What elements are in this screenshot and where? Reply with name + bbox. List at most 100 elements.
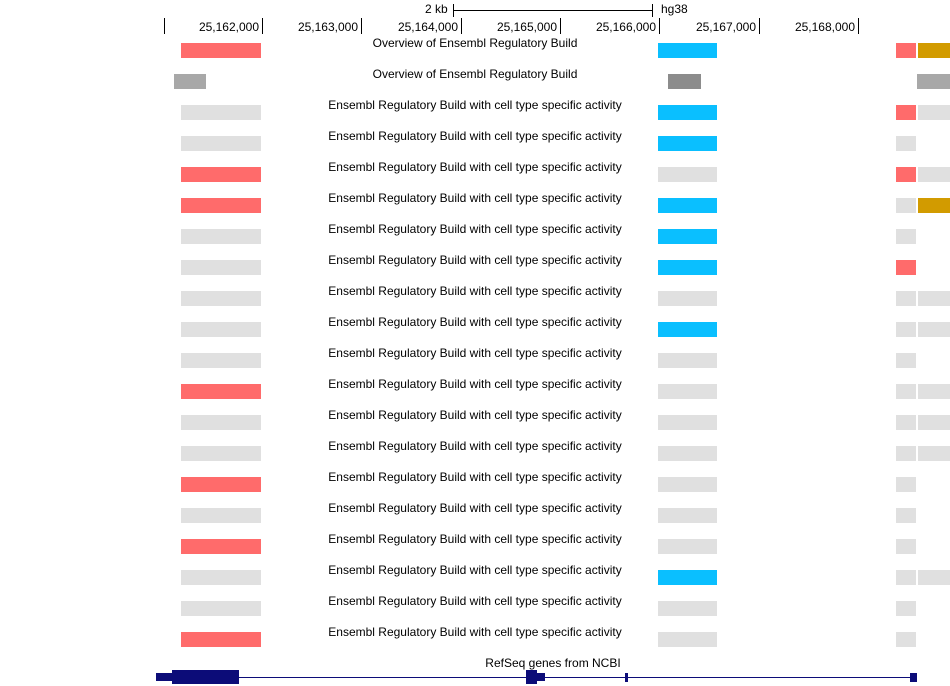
regulatory-feature-blue[interactable] — [658, 43, 717, 58]
ruler-tick-label: 25,168,000 — [794, 20, 855, 34]
track-label: Ensembl Regulatory Build with cell type … — [328, 191, 622, 205]
gene-exon[interactable] — [910, 673, 917, 682]
regulatory-feature-lightgray[interactable] — [181, 229, 261, 244]
scale-bar — [453, 10, 652, 11]
ruler-tick — [560, 18, 561, 34]
regulatory-feature-blue[interactable] — [658, 198, 717, 213]
scale-bar-left-end — [453, 4, 454, 17]
regulatory-feature-lightgray[interactable] — [658, 539, 717, 554]
regulatory-feature-blue[interactable] — [658, 105, 717, 120]
gene-exon[interactable] — [156, 673, 172, 681]
regulatory-feature-blue[interactable] — [658, 260, 717, 275]
regulatory-feature-red[interactable] — [181, 539, 261, 554]
regulatory-feature-lightgray[interactable] — [918, 105, 950, 120]
track-label: Ensembl Regulatory Build with cell type … — [328, 408, 622, 422]
regulatory-feature-lightgray[interactable] — [918, 415, 950, 430]
regulatory-feature-lightgray[interactable] — [181, 322, 261, 337]
regulatory-feature-lightgray[interactable] — [896, 136, 916, 151]
regulatory-feature-blue[interactable] — [658, 229, 717, 244]
regulatory-feature-red[interactable] — [896, 167, 916, 182]
regulatory-feature-red[interactable] — [896, 260, 916, 275]
regulatory-feature-lightgray[interactable] — [181, 415, 261, 430]
regulatory-feature-lightgray[interactable] — [896, 322, 916, 337]
gene-exon[interactable] — [625, 673, 628, 682]
regulatory-feature-lightgray[interactable] — [658, 353, 717, 368]
regulatory-feature-lightgray[interactable] — [658, 291, 717, 306]
regulatory-feature-lightgray[interactable] — [896, 477, 916, 492]
regulatory-feature-red[interactable] — [896, 105, 916, 120]
regulatory-feature-lightgray[interactable] — [181, 446, 261, 461]
regulatory-feature-lightgray[interactable] — [896, 601, 916, 616]
regulatory-feature-lightgray[interactable] — [896, 446, 916, 461]
regulatory-feature-blue[interactable] — [658, 136, 717, 151]
regulatory-feature-red[interactable] — [181, 198, 261, 213]
regulatory-feature-gold[interactable] — [918, 198, 950, 213]
regulatory-feature-red[interactable] — [896, 43, 916, 58]
regulatory-feature-lightgray[interactable] — [896, 539, 916, 554]
regulatory-feature-lightgray[interactable] — [918, 570, 950, 585]
regulatory-feature-lightgray[interactable] — [918, 291, 950, 306]
regulatory-feature-blue[interactable] — [658, 322, 717, 337]
regulatory-feature-lightgray[interactable] — [896, 291, 916, 306]
regulatory-feature-lightgray[interactable] — [658, 632, 717, 647]
regulatory-feature-lightgray[interactable] — [181, 570, 261, 585]
gene-exon[interactable] — [172, 670, 239, 684]
regulatory-feature-lightgray[interactable] — [918, 167, 950, 182]
regulatory-feature-lightgray[interactable] — [181, 353, 261, 368]
regulatory-feature-lightgray[interactable] — [918, 446, 950, 461]
regulatory-feature-red[interactable] — [181, 477, 261, 492]
track-label: Ensembl Regulatory Build with cell type … — [328, 315, 622, 329]
regulatory-feature-darkgray[interactable] — [668, 74, 701, 89]
regulatory-feature-lightgray[interactable] — [181, 601, 261, 616]
track-label: Ensembl Regulatory Build with cell type … — [328, 253, 622, 267]
regulatory-feature-lightgray[interactable] — [896, 353, 916, 368]
regulatory-feature-lightgray[interactable] — [181, 136, 261, 151]
ruler-tick-label: 25,167,000 — [695, 20, 756, 34]
track-label: Overview of Ensembl Regulatory Build — [372, 36, 578, 50]
track-label: Ensembl Regulatory Build with cell type … — [328, 594, 622, 608]
gene-exon[interactable] — [537, 673, 545, 681]
regulatory-feature-lightgray[interactable] — [658, 415, 717, 430]
regulatory-feature-lightgray[interactable] — [658, 167, 717, 182]
regulatory-feature-blue[interactable] — [658, 570, 717, 585]
regulatory-feature-lightgray[interactable] — [896, 570, 916, 585]
regulatory-feature-lightgray[interactable] — [181, 105, 261, 120]
regulatory-feature-red[interactable] — [181, 167, 261, 182]
track-label: Overview of Ensembl Regulatory Build — [372, 67, 578, 81]
regulatory-feature-red[interactable] — [181, 43, 261, 58]
regulatory-feature-lightgray[interactable] — [658, 477, 717, 492]
ruler-tick — [759, 18, 760, 34]
gene-exon[interactable] — [526, 670, 537, 684]
regulatory-feature-lightgray[interactable] — [181, 260, 261, 275]
regulatory-feature-lightgray[interactable] — [181, 508, 261, 523]
regulatory-feature-lightgray[interactable] — [658, 508, 717, 523]
track-label: Ensembl Regulatory Build with cell type … — [328, 98, 622, 112]
track-label: Ensembl Regulatory Build with cell type … — [328, 377, 622, 391]
regulatory-feature-lightgray[interactable] — [896, 198, 916, 213]
regulatory-feature-lightgray[interactable] — [658, 446, 717, 461]
regulatory-feature-red[interactable] — [181, 632, 261, 647]
assembly-label: hg38 — [661, 2, 688, 16]
regulatory-feature-red[interactable] — [181, 384, 261, 399]
track-label: RefSeq genes from NCBI — [485, 656, 621, 670]
regulatory-feature-lightgray[interactable] — [896, 415, 916, 430]
regulatory-feature-lightgray[interactable] — [658, 384, 717, 399]
regulatory-feature-lightgray[interactable] — [658, 601, 717, 616]
ruler-tick — [262, 18, 263, 34]
regulatory-feature-gray[interactable] — [917, 74, 950, 89]
regulatory-feature-gray[interactable] — [174, 74, 206, 89]
ruler-tick-label: 25,166,000 — [595, 20, 656, 34]
track-label: Ensembl Regulatory Build with cell type … — [328, 129, 622, 143]
regulatory-feature-lightgray[interactable] — [918, 322, 950, 337]
regulatory-feature-lightgray[interactable] — [918, 384, 950, 399]
regulatory-feature-lightgray[interactable] — [896, 229, 916, 244]
regulatory-feature-lightgray[interactable] — [896, 508, 916, 523]
regulatory-feature-lightgray[interactable] — [181, 291, 261, 306]
regulatory-feature-gold[interactable] — [918, 43, 950, 58]
regulatory-feature-lightgray[interactable] — [896, 384, 916, 399]
track-label: Ensembl Regulatory Build with cell type … — [328, 346, 622, 360]
track-label: Ensembl Regulatory Build with cell type … — [328, 284, 622, 298]
regulatory-feature-lightgray[interactable] — [896, 632, 916, 647]
ruler-tick-label: 25,164,000 — [397, 20, 458, 34]
